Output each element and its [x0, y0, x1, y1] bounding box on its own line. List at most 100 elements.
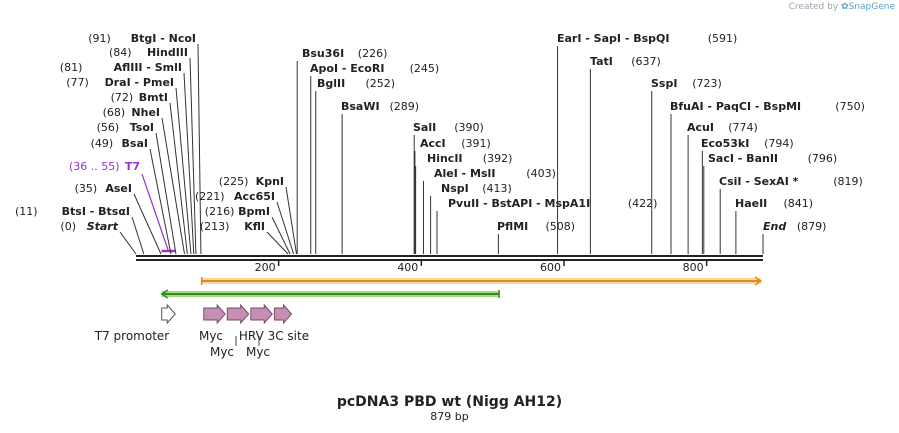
site-pos-t7: (36 .. 55) [69, 160, 120, 173]
site-pflmi: PflMI [497, 220, 528, 233]
site-drai-pmei: DraI - PmeI [105, 76, 174, 89]
annotation-label: HRV 3C site [239, 329, 309, 343]
site-pvuii-bstapi-mspa1i: PvuII - BstAPI - MspA1I [448, 197, 590, 210]
site-pos-sali: (390) [454, 121, 484, 134]
site-start: Start [87, 220, 119, 233]
site-pos-nhei: (68) [103, 106, 126, 119]
site-apoi-ecori: ApoI - EcoRI [310, 62, 384, 75]
site-end: End [763, 220, 786, 233]
credit-brand: SnapGene [848, 2, 895, 12]
site-tati: TatI [590, 55, 613, 68]
site-t7: T7 [125, 160, 140, 173]
site-afliii-smli: AflIII - SmlI [114, 61, 182, 74]
site-pos-hindiii: (84) [109, 46, 132, 59]
site-tsoi: TsoI [130, 121, 154, 134]
site-btgi-ncoi: BtgI - NcoI [131, 32, 196, 45]
site-eco53ki: Eco53kI [701, 137, 749, 150]
site-pos-bpmi: (216) [205, 205, 235, 218]
site-pos-bfuai-paqci-bspmi: (750) [835, 100, 865, 113]
site-acc65i: Acc65I [234, 190, 275, 203]
site-line-btgi-ncoi [197, 43, 202, 255]
site-pos-acc65i: (221) [195, 190, 225, 203]
site-asei: AseI [105, 182, 132, 195]
site-bsawi: BsaWI [341, 100, 380, 113]
site-pos-bsai: (49) [91, 137, 114, 150]
site-pos-saci-banii: (796) [808, 152, 838, 165]
site-kfli: KflI [244, 220, 265, 233]
site-bsai: BsaI [122, 137, 148, 150]
site-line-drai-pmei [175, 87, 192, 255]
site-line-kfli [266, 231, 289, 255]
site-acci: AccI [420, 137, 446, 150]
site-pos-acui: (774) [728, 121, 758, 134]
site-pos-kfli: (213) [200, 220, 230, 233]
site-line-btsi-bts-i [131, 216, 145, 255]
site-pos-end: (879) [797, 220, 827, 233]
site-pos-tati: (637) [631, 55, 661, 68]
site-line-afliii-smli [183, 72, 195, 255]
orf-arrowhead-orange [754, 276, 763, 286]
site-line-tsoi [155, 132, 177, 255]
orf-arrowhead-green [160, 289, 169, 299]
site-pos-eari-sapi-bspqi: (591) [708, 32, 738, 45]
site-pos-hincii: (392) [483, 152, 513, 165]
site-bpmi: BpmI [238, 205, 270, 218]
tag-arrow-icon [226, 303, 250, 325]
annotation-label: Myc [210, 345, 234, 359]
site-pos-eco53ki: (794) [764, 137, 794, 150]
site-pos-start: (0) [60, 220, 76, 233]
annotation-label: Myc [199, 329, 223, 343]
tag-arrow-icon [250, 303, 273, 325]
annotation-label: T7 promoter [94, 329, 170, 343]
site-line-start [119, 231, 137, 255]
site-pos-apoi-ecori: (245) [410, 62, 440, 75]
site-bfuai-paqci-bspmi: BfuAI - PaqCI - BspMI [670, 100, 801, 113]
snapgene-logo-icon: ✿ [841, 2, 849, 12]
site-line-acc65i [276, 201, 295, 255]
map-length: 879 bp [430, 410, 469, 423]
ruler-label-800: 800 [683, 261, 704, 274]
site-line-asei [133, 193, 162, 255]
ruler-label-400: 400 [397, 261, 418, 274]
site-pos-asei: (35) [75, 182, 98, 195]
credit-prefix: Created by [788, 2, 839, 12]
site-acui: AcuI [687, 121, 714, 134]
site-csii-sexai: CsiI - SexAI * [719, 175, 799, 188]
site-btsi-bts-i: BtsI - BtsαI [62, 205, 130, 218]
site-line-t7 [141, 173, 169, 251]
site-pos-btgi-ncoi: (91) [88, 32, 111, 45]
site-hincii: HincII [427, 152, 463, 165]
site-nspi: NspI [441, 182, 469, 195]
site-haeii: HaeII [735, 197, 767, 210]
site-pos-csii-sexai: (819) [833, 175, 863, 188]
site-pos-haeii: (841) [784, 197, 814, 210]
site-pos-afliii-smli: (81) [60, 61, 83, 74]
site-nhei: NheI [131, 106, 160, 119]
site-line-bmti [169, 102, 188, 255]
site-sspi: SspI [651, 77, 677, 90]
site-pos-kpni: (225) [219, 175, 249, 188]
tag-arrow-icon [203, 303, 226, 325]
ruler-label-600: 600 [540, 261, 561, 274]
site-bglii: BglII [317, 77, 345, 90]
site-pos-acci: (391) [461, 137, 491, 150]
promoter-arrow-icon [161, 303, 176, 325]
site-alei-msli: AleI - MslI [434, 167, 495, 180]
snapgene-credit: Created by ✿SnapGene [789, 2, 895, 12]
site-sali: SalI [413, 121, 436, 134]
site-pos-sspi: (723) [692, 77, 722, 90]
site-pos-drai-pmei: (77) [66, 76, 89, 89]
site-pos-bmti: (72) [111, 91, 134, 104]
site-line-bpmi [271, 216, 291, 255]
site-line-hindiii [189, 57, 197, 255]
site-pos-bglii: (252) [366, 77, 396, 90]
map-title: pcDNA3 PBD wt (Nigg AH12) [336, 394, 563, 410]
ruler-label-200: 200 [255, 261, 276, 274]
site-hindiii: HindIII [147, 46, 188, 59]
site-pos-btsi-bts-i: (11) [15, 205, 38, 218]
site-pos-alei-msli: (403) [526, 167, 556, 180]
site-line-nhei [161, 117, 185, 255]
site-kpni: KpnI [256, 175, 284, 188]
site-line-kpni [285, 186, 297, 255]
